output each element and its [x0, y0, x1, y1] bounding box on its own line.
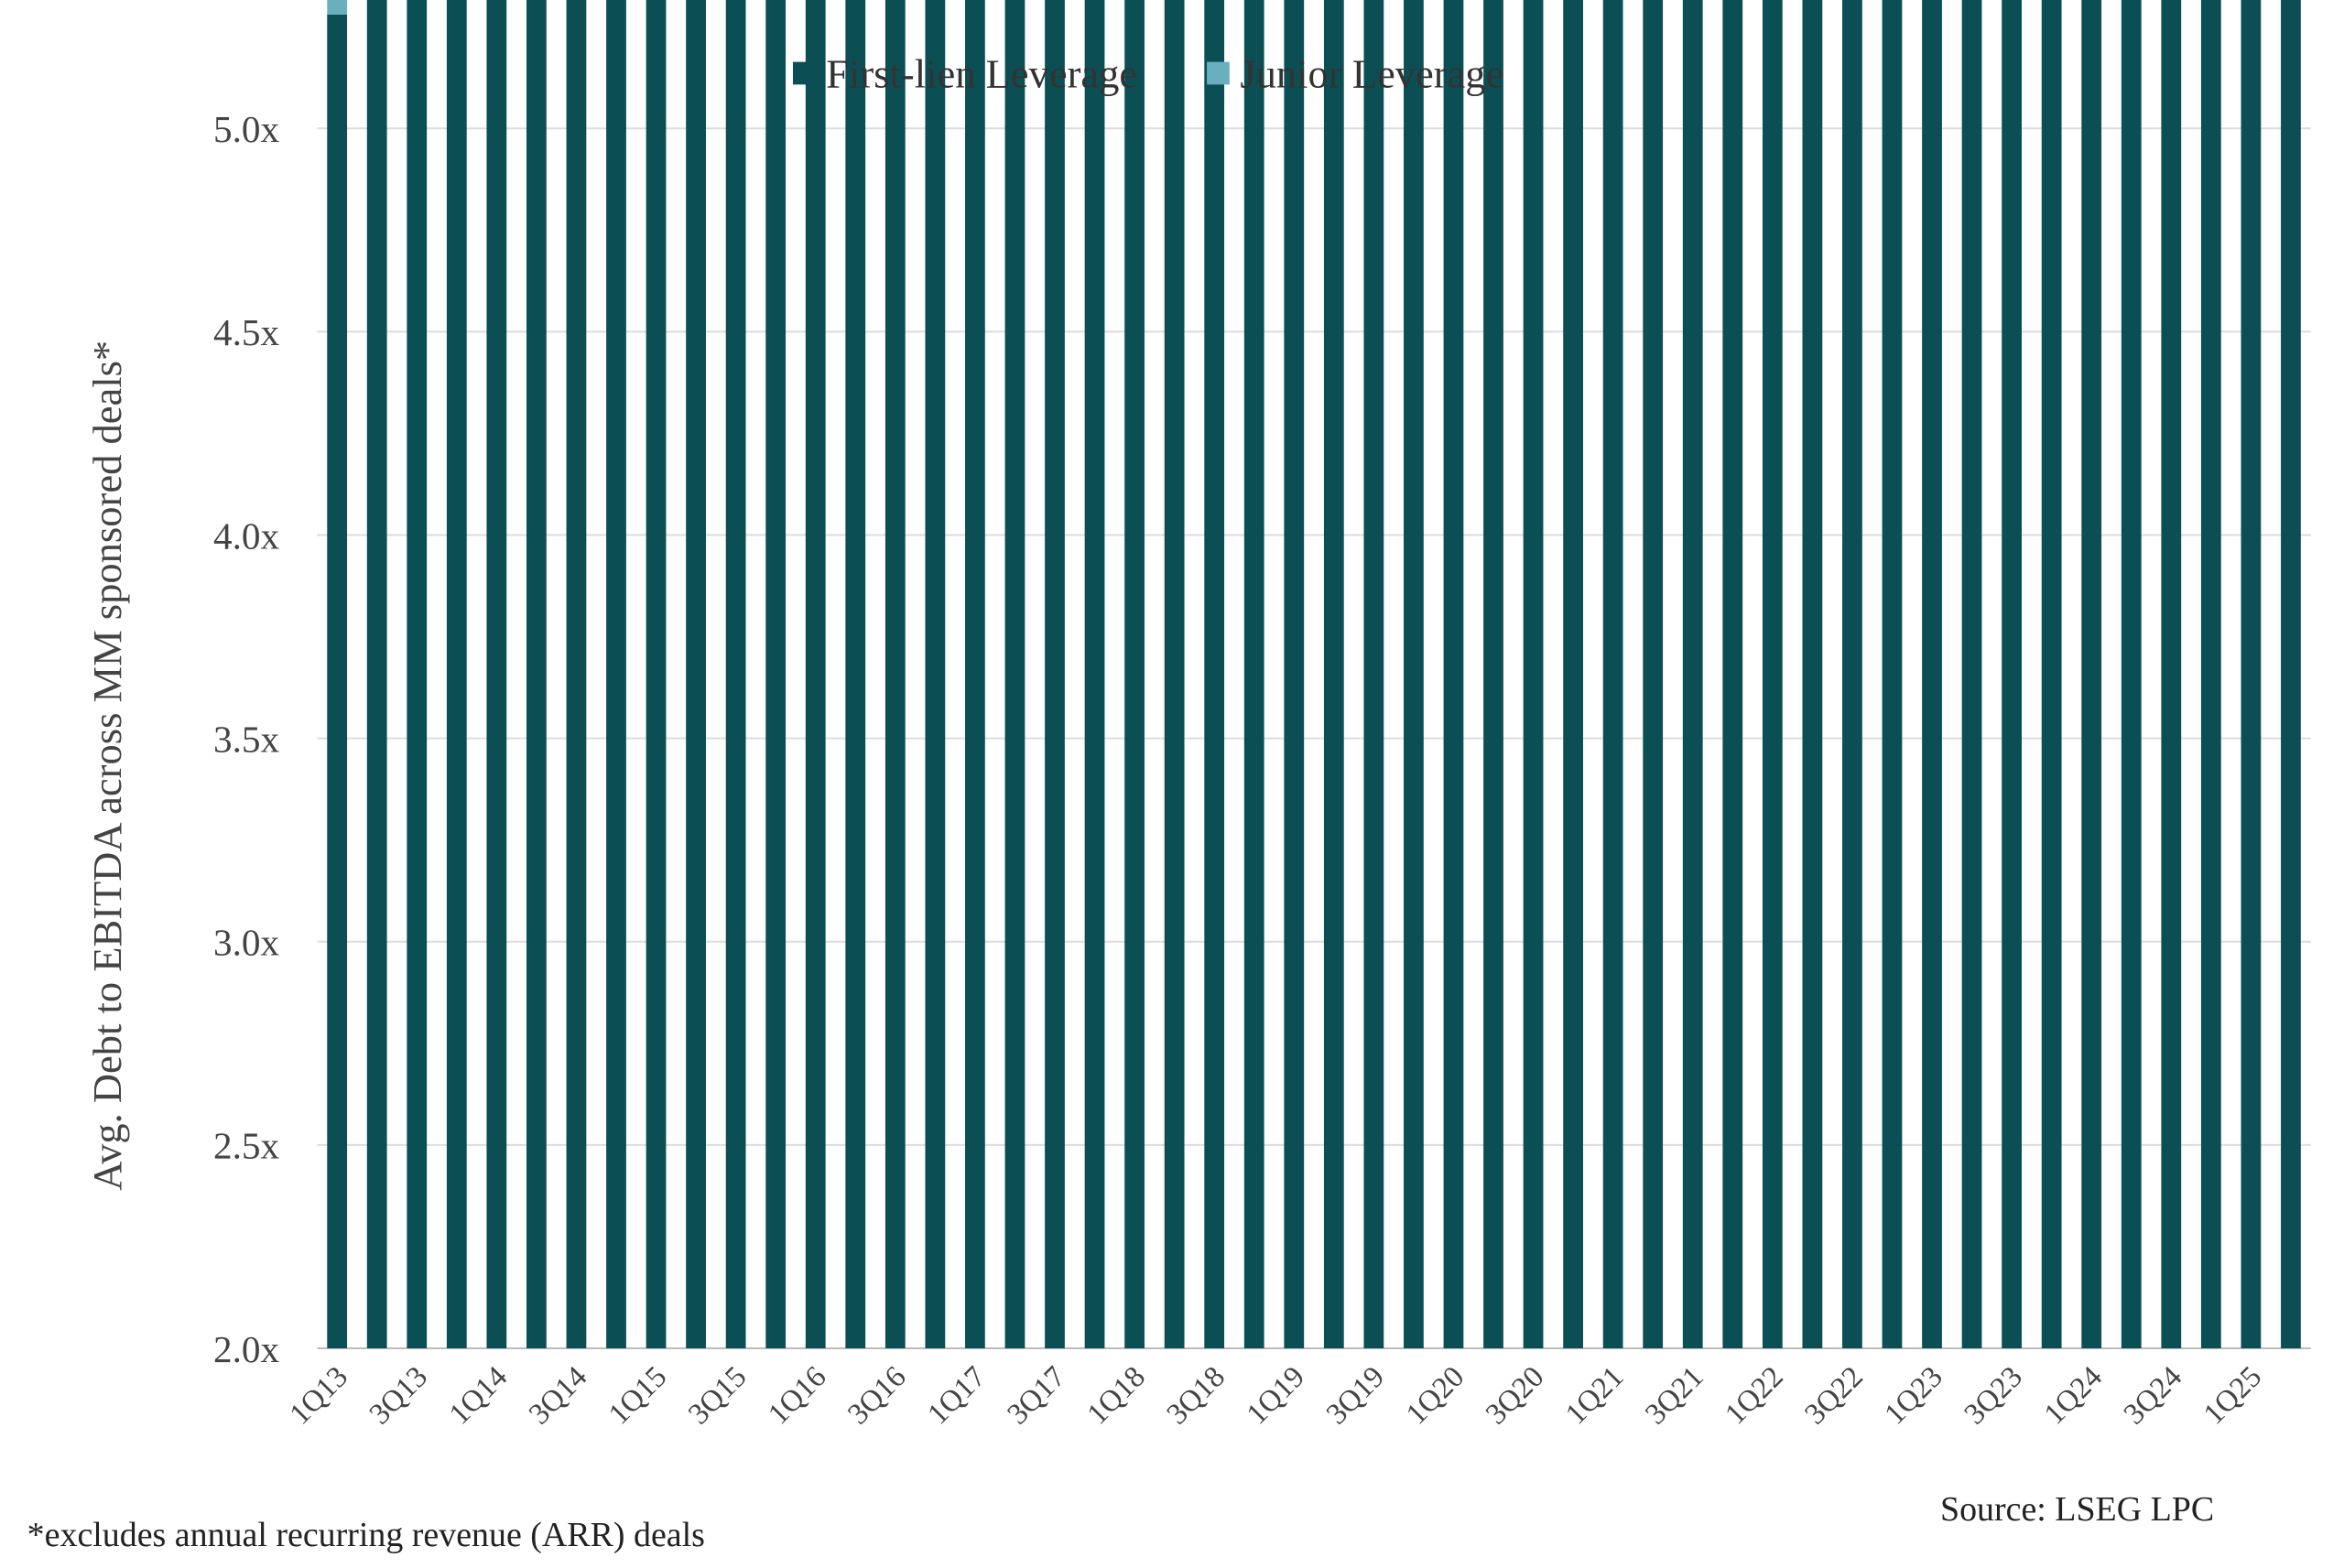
y-tick-label: 2.0x	[213, 1328, 280, 1370]
x-tick-label: 1Q20	[1400, 1360, 1470, 1431]
bar-segment	[725, 0, 746, 1348]
bar-segment	[1922, 0, 1942, 1348]
bar-segment	[1243, 0, 1264, 1348]
bar-segment	[1204, 0, 1225, 1348]
bar-segment	[407, 0, 428, 1348]
x-tick-label: 1Q17	[921, 1360, 992, 1431]
bar-segment	[1882, 0, 1903, 1348]
bar-segment	[1284, 0, 1305, 1348]
x-tick-label: 1Q25	[2198, 1360, 2268, 1431]
x-tick-label: 1Q21	[1559, 1360, 1630, 1431]
legend-label: First-lien Leverage	[826, 51, 1137, 97]
legend-label: Junior Leverage	[1240, 51, 1503, 97]
bar-segment	[446, 0, 467, 1348]
bar-segment	[1443, 0, 1464, 1348]
bar-segment	[1164, 0, 1185, 1348]
bar-segment	[1404, 0, 1424, 1348]
y-tick-label: 5.0x	[213, 108, 280, 150]
bar-segment	[965, 0, 985, 1348]
bar-segment	[805, 0, 826, 1348]
bar-segment	[1363, 0, 1384, 1348]
bar-segment	[1762, 0, 1783, 1348]
x-tick-label: 3Q17	[1002, 1360, 1072, 1431]
bar-segment	[2041, 0, 2062, 1348]
bar-segment	[845, 0, 866, 1348]
x-tick-label: 1Q23	[1879, 1360, 1949, 1431]
y-tick-label: 3.5x	[213, 718, 280, 760]
y-tick-label: 4.0x	[213, 514, 280, 557]
bar-segment	[646, 0, 667, 1348]
x-tick-label: 3Q18	[1161, 1360, 1232, 1431]
x-tick-label: 3Q15	[682, 1360, 753, 1431]
bar-segment	[1722, 0, 1743, 1348]
x-tick-label: 1Q16	[762, 1360, 832, 1431]
bar-segment	[1602, 0, 1623, 1348]
bar-segment	[2200, 0, 2221, 1348]
x-tick-label: 1Q18	[1081, 1360, 1152, 1431]
x-tick-label: 3Q16	[841, 1360, 912, 1431]
bar-segment	[486, 0, 507, 1348]
bar-segment	[884, 0, 906, 1348]
bar-segment	[1004, 0, 1026, 1348]
bar-segment	[526, 0, 547, 1348]
x-tick-label: 3Q22	[1799, 1360, 1870, 1431]
bar-segment	[1523, 0, 1544, 1348]
bar-segment	[1563, 0, 1583, 1348]
y-axis-title: Avg. Debt to EBITDA across MM sponsored …	[84, 341, 130, 1191]
bar-segment	[1643, 0, 1664, 1348]
x-tick-label: 3Q14	[523, 1360, 593, 1431]
x-tick-label: 3Q24	[2118, 1360, 2188, 1431]
bar-segment	[925, 0, 946, 1348]
bar-segment	[2281, 0, 2301, 1348]
bar-segment	[1842, 0, 1862, 1348]
x-tick-label: 3Q20	[1480, 1360, 1550, 1431]
x-tick-label: 3Q19	[1320, 1360, 1391, 1431]
bar-segment	[765, 0, 787, 1348]
bar-segment	[1323, 0, 1344, 1348]
x-tick-label: 3Q13	[364, 1360, 434, 1431]
x-tick-label: 1Q19	[1241, 1360, 1311, 1431]
bar-segment	[2081, 0, 2102, 1348]
bar-segment	[1124, 0, 1145, 1348]
y-tick-label: 3.0x	[213, 922, 280, 964]
bar-segment	[566, 0, 587, 1348]
x-tick-label: 1Q14	[443, 1360, 514, 1431]
bar-segment	[686, 0, 706, 1348]
bar-segment	[1084, 0, 1105, 1348]
bar-segment	[606, 0, 626, 1348]
bar-segment	[366, 0, 387, 1348]
legend-swatch	[1207, 61, 1230, 85]
x-tick-label: 1Q22	[1719, 1360, 1789, 1431]
bar-segment	[327, 14, 348, 1348]
x-tick-label: 3Q21	[1639, 1360, 1709, 1431]
legend-swatch	[792, 61, 816, 85]
bar-segment	[1961, 0, 1982, 1348]
bar-segment	[1682, 0, 1703, 1348]
bar-segment	[2161, 0, 2182, 1348]
y-tick-label: 2.5x	[213, 1125, 280, 1167]
bar-segment	[1802, 0, 1823, 1348]
bar-segment	[2241, 0, 2262, 1348]
footnote: *excludes annual recurring revenue (ARR)…	[27, 1516, 705, 1554]
bar-segment	[1045, 0, 1065, 1348]
bar-segment	[2002, 0, 2022, 1348]
y-tick-label: 4.5x	[213, 311, 280, 353]
x-tick-label: 1Q13	[284, 1360, 354, 1431]
x-tick-label: 3Q23	[1959, 1360, 2029, 1431]
bar-segment	[2121, 0, 2142, 1348]
source: Source: LSEG LPC	[1940, 1490, 2214, 1529]
bar-segment	[1483, 0, 1503, 1348]
bar-segment	[327, 0, 348, 15]
x-tick-label: 1Q15	[602, 1360, 673, 1431]
x-tick-label: 1Q24	[2038, 1360, 2109, 1431]
